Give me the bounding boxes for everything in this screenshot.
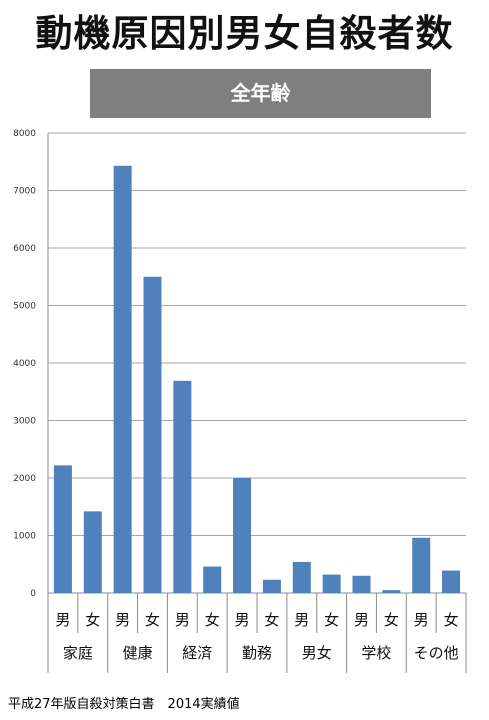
y-tick-label: 7000 xyxy=(13,187,36,197)
page-title: 動機原因別男女自殺者数 xyxy=(35,11,454,55)
bar xyxy=(233,478,252,593)
y-tick-label: 2000 xyxy=(13,474,36,484)
group-label: 家庭 xyxy=(63,644,93,662)
x-tick-label: 男 xyxy=(175,611,190,629)
group-label: 学校 xyxy=(361,644,391,662)
bar xyxy=(442,570,461,593)
x-tick-label: 男 xyxy=(55,611,70,629)
x-tick-label: 男 xyxy=(414,611,429,629)
x-tick-label: 女 xyxy=(145,611,160,629)
bar xyxy=(143,276,162,593)
bar xyxy=(203,566,222,593)
bar xyxy=(262,579,281,593)
bar xyxy=(382,590,401,593)
source-note: 平成27年版自殺対策白書 2014実績値 xyxy=(8,697,240,712)
y-tick-label: 5000 xyxy=(13,302,36,312)
x-tick-label: 男 xyxy=(354,611,369,629)
bar xyxy=(53,465,72,593)
bar xyxy=(412,537,431,593)
bar xyxy=(173,380,192,593)
x-tick-label: 女 xyxy=(444,611,459,629)
group-label: 経済 xyxy=(182,644,212,662)
x-tick-label: 男 xyxy=(294,611,309,629)
x-tick-label: 女 xyxy=(324,611,339,629)
x-tick-label: 女 xyxy=(85,611,100,629)
y-tick-label: 4000 xyxy=(13,359,36,369)
group-label: その他 xyxy=(414,644,459,662)
bar xyxy=(322,574,341,593)
x-tick-label: 女 xyxy=(384,611,399,629)
subtitle-banner: 全年齢 xyxy=(90,69,431,118)
x-tick-label: 男 xyxy=(235,611,250,629)
x-tick-label: 女 xyxy=(264,611,279,629)
group-label: 男女 xyxy=(302,644,332,662)
y-tick-label: 3000 xyxy=(13,417,36,427)
bar xyxy=(292,561,311,593)
group-label: 勤務 xyxy=(242,644,272,662)
x-tick-label: 男 xyxy=(115,611,130,629)
bar xyxy=(352,575,371,593)
y-tick-label: 1000 xyxy=(13,532,36,542)
bar xyxy=(83,511,102,593)
bar xyxy=(113,165,132,593)
group-label: 健康 xyxy=(123,644,153,662)
y-tick-label: 6000 xyxy=(13,244,36,254)
bar-chart: 010002000300040005000600070008000男女男女男女男… xyxy=(13,129,467,673)
y-tick-label: 0 xyxy=(30,589,36,599)
subtitle-text: 全年齢 xyxy=(230,81,291,105)
x-tick-label: 女 xyxy=(205,611,220,629)
y-tick-label: 8000 xyxy=(13,129,36,139)
